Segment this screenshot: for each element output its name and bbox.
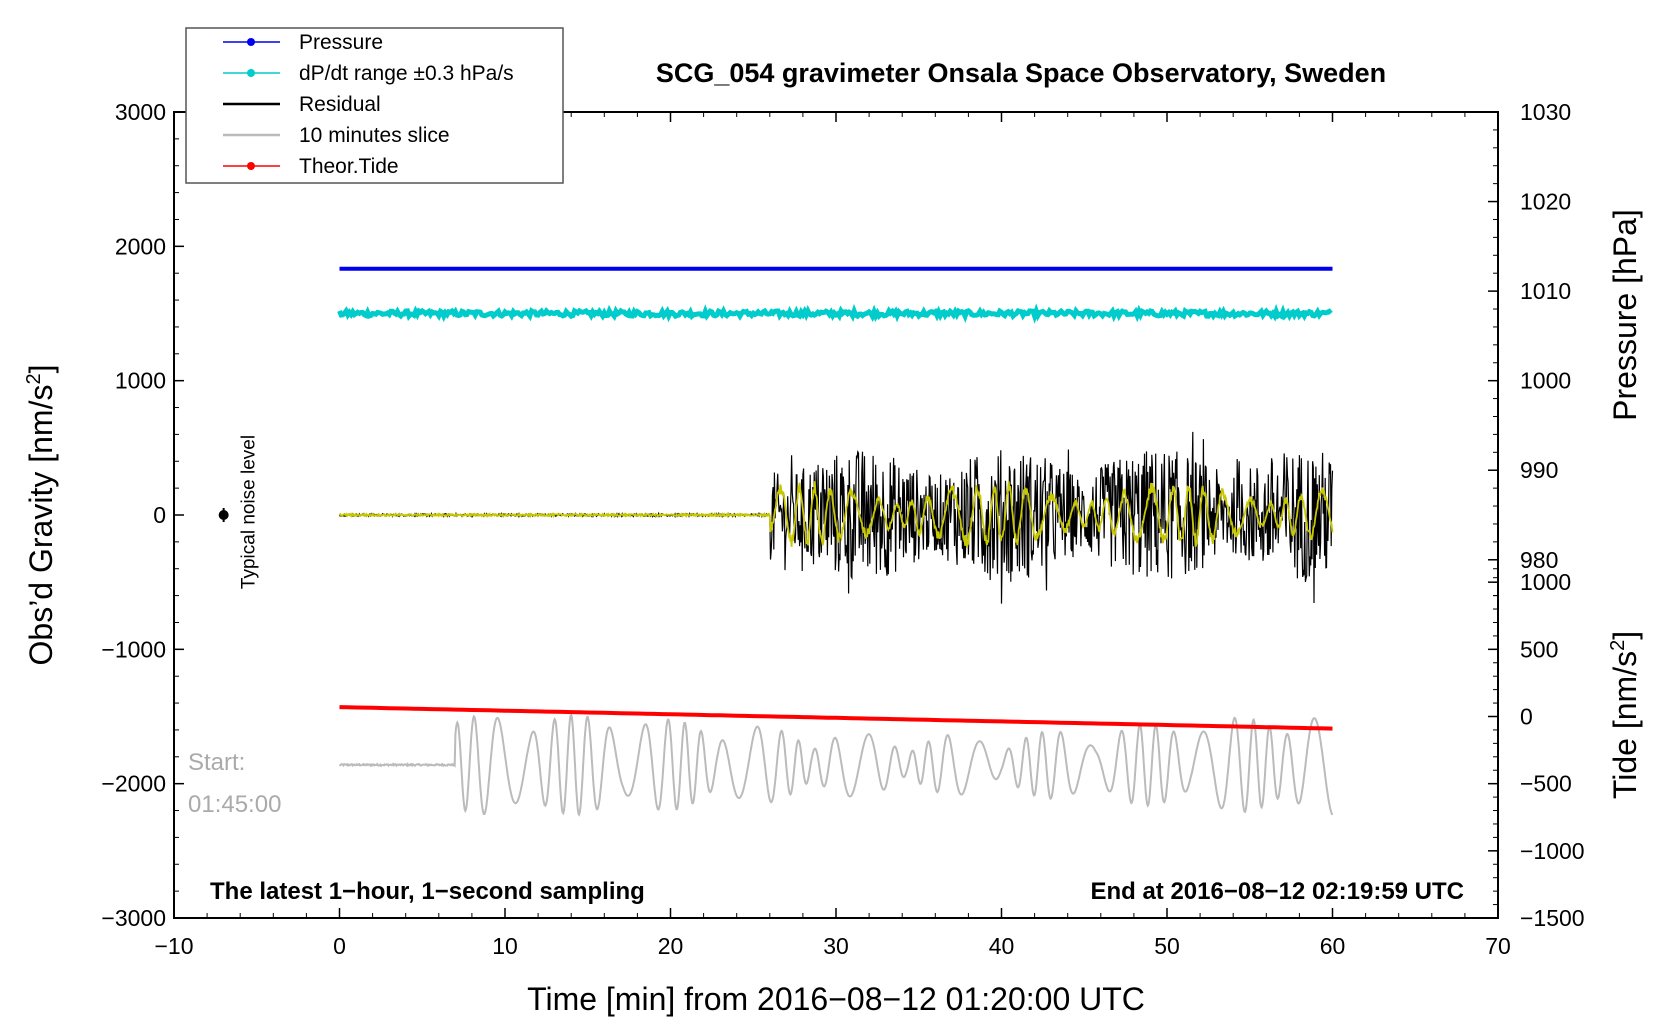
tide-axis-label: Tide [nm/s2] (1607, 631, 1643, 799)
legend-label: dP/dt range ±0.3 hPa/s (299, 62, 514, 85)
noise-dot (218, 510, 229, 520)
dpdt-series-line (337, 303, 1333, 324)
x-tick-label: 10 (492, 933, 518, 959)
x-tick-label: 60 (1320, 933, 1346, 959)
noise-indicator: Typical noise level (218, 435, 260, 589)
residual-filtered-series-line (338, 481, 1334, 548)
gravity-axis-label-text: Obs’d Gravity [nm/s (23, 385, 59, 666)
x-tick-label: 0 (333, 933, 346, 959)
tide-axis-label-close: ] (1607, 631, 1643, 640)
tide-tick-label: 500 (1520, 636, 1558, 662)
x-tick-label: 40 (989, 933, 1015, 959)
legend-label: Theor.Tide (299, 155, 399, 178)
tide-tick-label: 0 (1520, 704, 1533, 730)
end-time-note: End at 2016−08−12 02:19:59 UTC (1090, 878, 1464, 905)
gravity-axis-ticks: 3000 2000 1000 0 −1000 −2000 −3000 (101, 99, 184, 931)
chart-title: SCG_054 gravimeter Onsala Space Observat… (656, 58, 1386, 88)
pressure-tick-label: 1000 (1520, 368, 1571, 394)
legend: Pressure dP/dt range ±0.3 hPa/s Residual 10… (185, 27, 564, 184)
legend-label: Pressure (299, 31, 383, 54)
pressure-tick-label: 1030 (1520, 99, 1571, 125)
x-axis-label: Time [min] from 2016−08−12 01:20:00 UTC (527, 981, 1145, 1017)
legend-swatch-marker (247, 69, 255, 77)
tide-tick-label: −1000 (1520, 838, 1585, 864)
tide-tick-label: −1500 (1520, 905, 1585, 931)
pressure-axis-ticks: 1030 1020 1010 1000 990 980 (1488, 99, 1571, 597)
start-time: 01:45:00 (188, 791, 281, 818)
legend-swatch-marker (247, 38, 255, 46)
pressure-tick-label: 1020 (1520, 189, 1571, 215)
tide-tick-label: 1000 (1520, 569, 1571, 595)
x-axis-ticks: −10 0 10 20 30 40 50 60 70 (154, 112, 1511, 959)
x-tick-label: 70 (1485, 933, 1511, 959)
start-label: Start: (188, 749, 245, 776)
noise-label: Typical noise level (239, 435, 260, 589)
legend-label: 10 minutes slice (299, 124, 450, 147)
pressure-axis-label: Pressure [hPa] (1607, 209, 1643, 421)
gravity-tick-label: 2000 (115, 233, 166, 259)
tide-axis-ticks: 1000 500 0 −500 −1000 −1500 (1488, 568, 1585, 931)
gravity-tick-label: −1000 (101, 636, 166, 662)
series-layer (337, 266, 1334, 817)
gravity-axis-label-sup: 2 (23, 373, 45, 384)
gravity-tick-label: 0 (153, 502, 166, 528)
slice-series-line (338, 713, 1334, 817)
legend-box (185, 27, 564, 184)
sampling-note: The latest 1−hour, 1−second sampling (210, 878, 645, 905)
tide-axis-label-sup: 2 (1607, 640, 1629, 651)
legend-label: Residual (299, 93, 381, 116)
pressure-tick-label: 1010 (1520, 278, 1571, 304)
gravity-axis-label: Obs’d Gravity [nm/s2] (23, 365, 59, 666)
gravity-tick-label: 1000 (115, 368, 166, 394)
tide-tick-label: −500 (1520, 771, 1572, 797)
x-tick-label: 50 (1154, 933, 1180, 959)
legend-items: Pressure dP/dt range ±0.3 hPa/s Residual 10… (223, 31, 514, 178)
gravity-axis-label-close: ] (23, 365, 59, 374)
legend-swatch-marker (247, 162, 255, 170)
pressure-tick-label: 990 (1520, 457, 1558, 483)
gravity-tick-label: 3000 (115, 99, 166, 125)
tide-axis-label-text: Tide [nm/s (1607, 651, 1643, 799)
gravity-tick-label: −3000 (101, 905, 166, 931)
pressure-tick-label: 980 (1520, 547, 1558, 573)
x-tick-label: 30 (823, 933, 849, 959)
x-tick-label: 20 (658, 933, 684, 959)
tide-series-line (339, 705, 1333, 731)
x-tick-label: −10 (154, 933, 193, 959)
gravity-tick-label: −2000 (101, 771, 166, 797)
